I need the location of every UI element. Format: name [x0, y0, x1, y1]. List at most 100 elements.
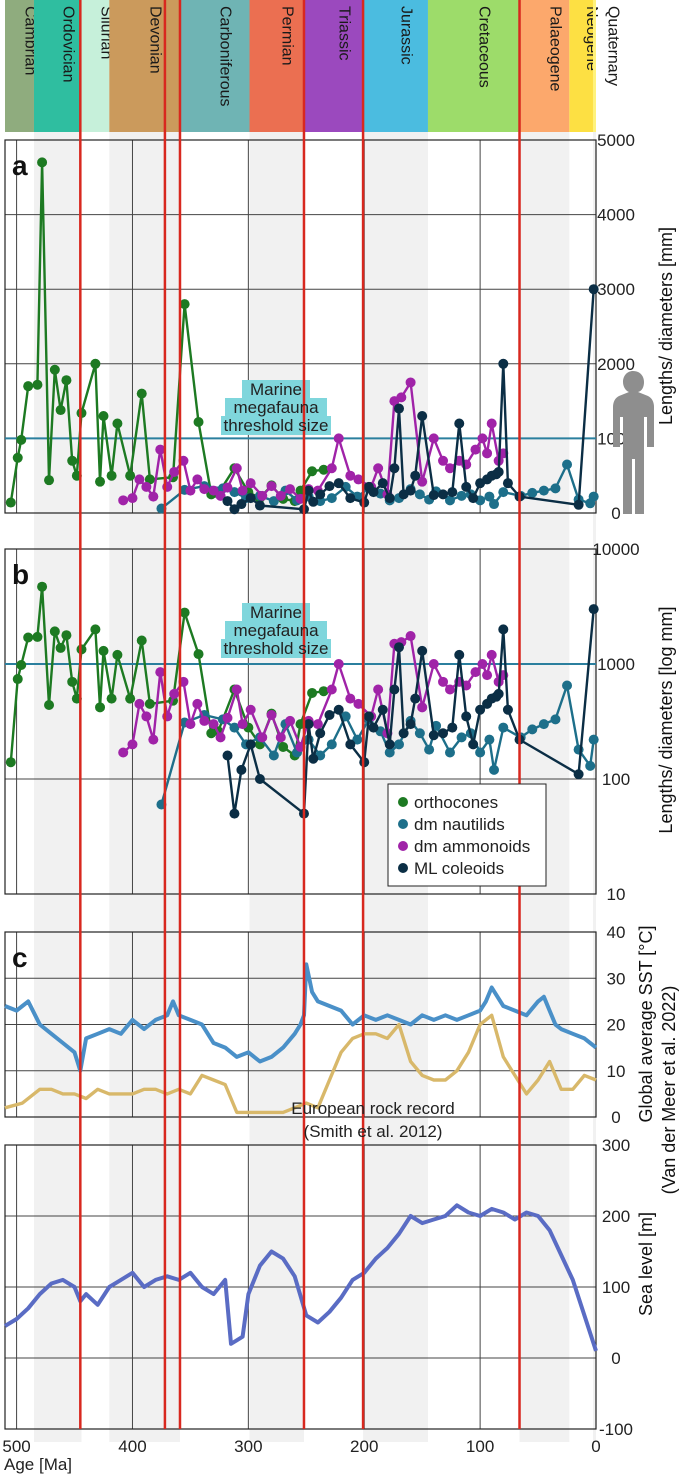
data-point	[308, 496, 319, 507]
data-point	[454, 418, 465, 429]
period-label: Jurassic	[398, 6, 415, 65]
y-tick-label: 0	[611, 1349, 620, 1368]
data-point	[389, 684, 400, 695]
data-point	[55, 642, 66, 653]
annotation-text: megafauna	[233, 621, 319, 640]
data-point	[428, 659, 439, 669]
data-point	[498, 624, 509, 635]
annotation-text: Marine	[250, 380, 302, 399]
data-point	[98, 411, 109, 422]
data-point	[493, 466, 504, 477]
data-point	[550, 483, 561, 494]
data-point	[16, 434, 27, 445]
data-point	[527, 487, 538, 498]
data-point	[502, 704, 513, 715]
data-point	[231, 684, 242, 695]
data-point	[377, 704, 388, 715]
data-point	[428, 490, 439, 501]
data-point	[333, 478, 344, 489]
data-point	[588, 604, 599, 615]
y-tick-label: 20	[607, 1016, 626, 1035]
data-point	[231, 463, 242, 474]
data-point	[498, 358, 509, 369]
data-point	[222, 496, 233, 507]
data-point	[32, 379, 43, 390]
human-silhouette-icon	[613, 371, 654, 514]
data-point	[324, 710, 335, 721]
data-point	[447, 487, 458, 498]
data-point	[456, 732, 467, 743]
period-label: Devonian	[147, 6, 164, 74]
data-point	[208, 719, 219, 730]
data-point	[410, 470, 421, 481]
panel-letter: c	[12, 942, 28, 973]
data-point	[414, 489, 425, 500]
legend-label: ML coleoids	[414, 859, 504, 878]
y-tick-label: 30	[607, 969, 626, 988]
data-point	[127, 739, 138, 750]
data-point	[193, 416, 204, 427]
data-point	[324, 481, 335, 492]
data-point	[148, 491, 159, 502]
panel-frame	[4, 1144, 597, 1430]
data-point	[23, 632, 34, 643]
legend-marker	[398, 863, 408, 873]
data-point	[447, 722, 458, 733]
data-point	[484, 491, 495, 502]
data-point	[112, 649, 123, 660]
data-point	[169, 688, 180, 699]
data-point	[438, 676, 449, 687]
data-point	[384, 739, 395, 750]
data-point	[340, 711, 351, 722]
legend-label: dm nautilids	[414, 815, 505, 834]
data-point	[192, 698, 203, 709]
y-tick-label: 10	[607, 885, 626, 904]
data-point	[384, 493, 395, 504]
x-axis-label: Age [Ma]	[4, 1455, 72, 1474]
data-point	[417, 702, 428, 713]
data-point	[98, 645, 109, 656]
data-point	[498, 487, 509, 498]
data-point	[444, 463, 455, 474]
annotation-text: megafauna	[233, 398, 319, 417]
data-point	[573, 499, 584, 510]
data-point	[44, 700, 55, 711]
data-point	[333, 704, 344, 715]
data-point	[345, 470, 356, 481]
y-tick-label: 3000	[597, 280, 635, 299]
data-point	[394, 403, 404, 414]
y-axis-label: Sea level [m]	[636, 1212, 656, 1316]
data-point	[268, 496, 279, 507]
data-point	[307, 466, 318, 477]
data-point	[424, 744, 435, 755]
data-point	[438, 728, 449, 739]
data-point	[237, 719, 248, 730]
data-point	[245, 704, 256, 715]
data-point	[444, 684, 455, 695]
period-label: Permian	[279, 6, 296, 66]
data-point	[257, 490, 268, 501]
data-point	[125, 693, 136, 704]
data-point	[266, 710, 277, 721]
legend-marker	[398, 841, 408, 851]
data-point	[318, 686, 329, 697]
data-point	[237, 485, 248, 496]
y-axis-label: Lengths/ diameters [log mm]	[656, 606, 676, 833]
data-point	[236, 499, 247, 510]
data-point	[245, 739, 256, 750]
data-point	[185, 719, 196, 730]
data-point	[134, 474, 145, 485]
data-point	[208, 485, 219, 496]
data-point	[353, 474, 364, 485]
period-header: Cambrian Ordovician Silurian Devonian Carbon…	[5, 0, 621, 132]
data-point	[389, 463, 400, 474]
data-point	[32, 631, 43, 642]
y-tick-label: 200	[602, 1207, 630, 1226]
data-point	[23, 381, 34, 392]
data-point	[61, 630, 72, 641]
data-point	[268, 750, 279, 761]
data-point	[199, 484, 210, 495]
period-box	[363, 0, 428, 132]
annotation-text: European rock record	[291, 1099, 454, 1118]
